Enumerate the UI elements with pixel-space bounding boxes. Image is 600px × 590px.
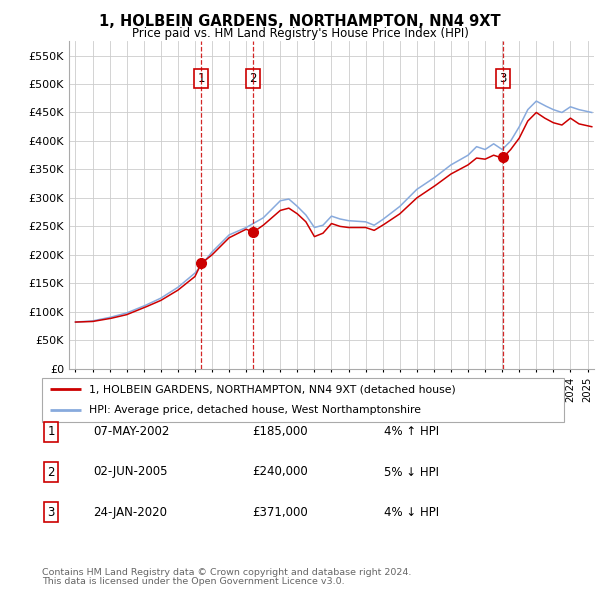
Text: £371,000: £371,000: [252, 506, 308, 519]
Text: 24-JAN-2020: 24-JAN-2020: [93, 506, 167, 519]
Text: 1, HOLBEIN GARDENS, NORTHAMPTON, NN4 9XT: 1, HOLBEIN GARDENS, NORTHAMPTON, NN4 9XT: [99, 14, 501, 29]
Text: Contains HM Land Registry data © Crown copyright and database right 2024.: Contains HM Land Registry data © Crown c…: [42, 568, 412, 577]
Text: 3: 3: [500, 72, 507, 85]
Text: 2: 2: [47, 466, 55, 478]
Text: 07-MAY-2002: 07-MAY-2002: [93, 425, 169, 438]
Text: 4% ↑ HPI: 4% ↑ HPI: [384, 425, 439, 438]
Text: 5% ↓ HPI: 5% ↓ HPI: [384, 466, 439, 478]
Text: £240,000: £240,000: [252, 466, 308, 478]
Text: HPI: Average price, detached house, West Northamptonshire: HPI: Average price, detached house, West…: [89, 405, 421, 415]
Text: 1: 1: [47, 425, 55, 438]
Text: £185,000: £185,000: [252, 425, 308, 438]
Text: 1: 1: [197, 72, 205, 85]
Text: This data is licensed under the Open Government Licence v3.0.: This data is licensed under the Open Gov…: [42, 577, 344, 586]
Text: Price paid vs. HM Land Registry's House Price Index (HPI): Price paid vs. HM Land Registry's House …: [131, 27, 469, 40]
Text: 4% ↓ HPI: 4% ↓ HPI: [384, 506, 439, 519]
Text: 1, HOLBEIN GARDENS, NORTHAMPTON, NN4 9XT (detached house): 1, HOLBEIN GARDENS, NORTHAMPTON, NN4 9XT…: [89, 384, 456, 394]
Text: 3: 3: [47, 506, 55, 519]
Text: 02-JUN-2005: 02-JUN-2005: [93, 466, 167, 478]
Text: 2: 2: [250, 72, 257, 85]
FancyBboxPatch shape: [42, 378, 564, 422]
